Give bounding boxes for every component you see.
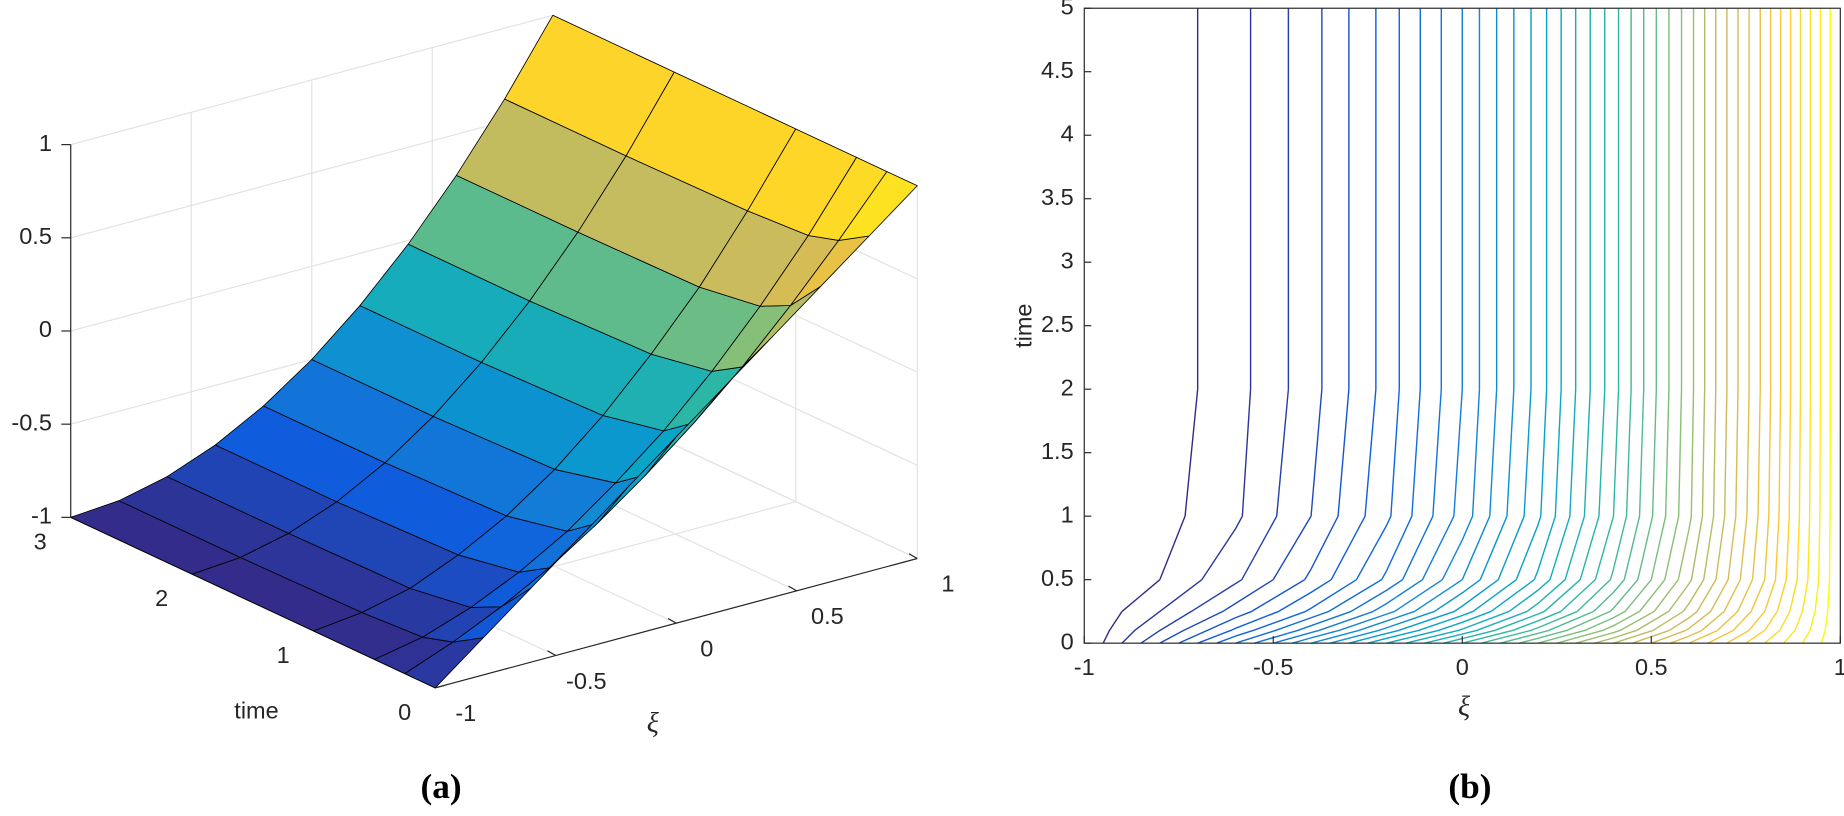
contour-line [1291, 8, 1481, 644]
contour-line [1178, 8, 1350, 644]
contour-line [1348, 8, 1532, 644]
y-tick-label: 0.5 [1041, 565, 1074, 591]
surface-face [838, 171, 918, 241]
z-tick-label: -0.5 [11, 409, 52, 435]
tick-mark [908, 553, 918, 560]
y-tick-label: 4.5 [1041, 57, 1074, 83]
contour-line [1669, 8, 1750, 644]
z-tick-label: -1 [31, 503, 52, 529]
y-tick-label: 5 [1061, 0, 1074, 19]
x-tick-label: -1 [1074, 654, 1095, 680]
y-tick-label: 2.5 [1041, 311, 1074, 337]
contour-line [1273, 8, 1463, 644]
y-tick-label: 4 [1061, 120, 1074, 146]
y-tick-label: 3.5 [1041, 184, 1074, 210]
axis-label: time [1011, 303, 1037, 347]
x-tick-label: -1 [455, 700, 476, 726]
y-tick-label: 1 [277, 642, 290, 668]
x-tick-label: 1 [941, 571, 954, 597]
tick-mark [788, 585, 798, 592]
contour-line [1140, 8, 1290, 644]
x-tick-label: 1 [1834, 654, 1844, 680]
contour-line [1575, 8, 1695, 644]
axis-label: ξ [647, 708, 660, 739]
x-tick-label: 0 [700, 635, 713, 661]
y-tick-label: 3 [34, 528, 47, 554]
contour-line [1820, 8, 1832, 644]
x-tick-label: 0 [1456, 654, 1469, 680]
y-tick-label: 1 [1061, 501, 1074, 527]
axis-label: time [234, 698, 278, 724]
z-tick-label: 1 [39, 130, 52, 156]
contour-line [1499, 8, 1645, 644]
caption: (b) [1448, 767, 1491, 806]
caption: (a) [421, 767, 462, 806]
contour-line [1726, 8, 1782, 644]
contour-line [1783, 8, 1812, 644]
contour-line [1745, 8, 1792, 644]
contour-line [1556, 8, 1683, 644]
y-tick-label: 2 [155, 585, 168, 611]
y-tick-label: 0 [1061, 628, 1074, 654]
contour-line [1480, 8, 1632, 644]
contour-line [1443, 8, 1606, 644]
contour-line [1801, 8, 1822, 644]
x-tick-label: 0.5 [811, 603, 844, 629]
y-tick-label: 3 [1061, 247, 1074, 273]
x-tick-label: -0.5 [1253, 654, 1293, 680]
contour-line [1651, 8, 1739, 644]
y-tick-label: 0 [398, 699, 411, 725]
tick-mark [667, 617, 677, 624]
contour-line [1102, 8, 1199, 644]
contour-line [1367, 8, 1548, 644]
x-tick-label: 0.5 [1635, 654, 1668, 680]
contour-line [1197, 8, 1377, 644]
contour-line [1707, 8, 1772, 644]
y-tick-label: 1.5 [1041, 438, 1074, 464]
z-tick-label: 0.5 [19, 223, 52, 249]
tick-mark [435, 684, 445, 689]
tick-mark [547, 650, 557, 657]
contour-line [1424, 8, 1591, 644]
contour-line [1329, 8, 1515, 644]
contour-line [1121, 8, 1252, 644]
y-tick-label: 2 [1061, 374, 1074, 400]
contour-line [1405, 8, 1577, 644]
contour-line [1518, 8, 1658, 644]
contour-line [1254, 8, 1442, 644]
x-tick-label: -0.5 [566, 668, 606, 694]
contour-line [1216, 8, 1400, 644]
contour-line [1594, 8, 1706, 644]
z-tick-label: 0 [39, 316, 52, 342]
axis-label: ξ [1458, 691, 1471, 722]
